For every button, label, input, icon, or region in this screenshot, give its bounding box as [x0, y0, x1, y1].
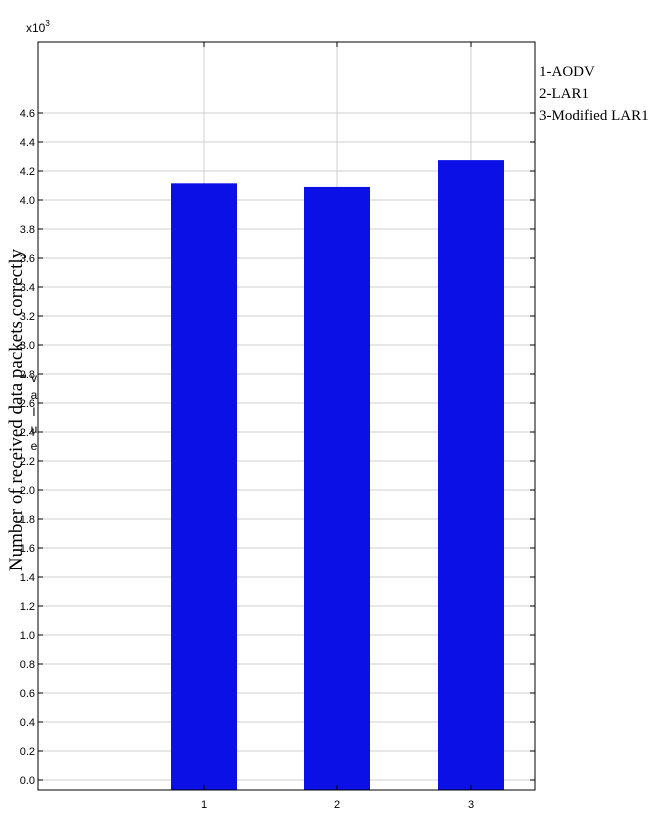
y-tick-label: 0.4	[20, 717, 35, 729]
inner-label-char: a	[31, 388, 38, 402]
legend-entry: 3-Modified LAR1	[539, 108, 649, 124]
y-tick-label: 0.8	[20, 659, 35, 671]
y-tick-label: 4.2	[20, 166, 35, 178]
y-tick-label: 1.6	[20, 543, 35, 555]
bar-3	[438, 160, 504, 790]
x-tick-label: 3	[468, 799, 474, 811]
bar-2	[304, 186, 370, 790]
x-tick-label: 1	[201, 799, 207, 811]
y-tick-label: 3.8	[20, 224, 35, 236]
y-tick-label: 1.0	[20, 630, 35, 642]
inner-label-char: l	[33, 405, 36, 419]
y-tick-label: 0.2	[20, 746, 35, 758]
exponent-label: x103	[26, 19, 50, 35]
y-tick-label: 1.8	[20, 514, 35, 526]
inner-label-char: e	[31, 439, 38, 453]
y-tick-label: 2.6	[20, 398, 35, 410]
y-tick-label: 1.2	[20, 601, 35, 613]
bars	[171, 160, 504, 790]
y-tick-label: 2.8	[20, 369, 35, 381]
legend-entry: 2-LAR1	[539, 86, 589, 102]
bar-1	[171, 183, 237, 790]
x-axis-ticks: 1 2 3	[201, 42, 474, 811]
y-tick-label: 0.6	[20, 688, 35, 700]
y-tick-label: 4.6	[20, 108, 35, 120]
inner-label-char: u	[31, 422, 38, 436]
inner-label-char: v	[31, 371, 37, 385]
y-tick-label: 1.4	[20, 572, 35, 584]
y-tick-label: 3.2	[20, 311, 35, 323]
y-tick-label: 3.6	[20, 253, 35, 265]
y-axis-label: Number of received data packets correctl…	[6, 248, 27, 571]
legend-box	[536, 52, 636, 168]
y-tick-label: 4.0	[20, 195, 35, 207]
y-tick-label: 0.0	[20, 775, 35, 787]
y-tick-label: 2.4	[20, 427, 35, 439]
y-tick-label: 3.0	[20, 340, 35, 352]
legend-entry: 1-AODV	[539, 64, 595, 80]
y-axis-ticks: 0.0 0.2 0.4 0.6 0.8 1.0 1.2 1.4 1.6 1.8 2.0 2.2 2.4 2…	[20, 108, 535, 787]
y-tick-label: 2.2	[20, 456, 35, 468]
y-tick-label: 2.0	[20, 485, 35, 497]
plot-frame	[37, 41, 536, 791]
legend: 1-AODV 2-LAR1 3-Modified LAR1	[539, 64, 649, 124]
x-tick-label: 2	[334, 799, 340, 811]
y-tick-label: 3.4	[20, 282, 35, 294]
y-tick-label: 4.4	[20, 137, 35, 149]
